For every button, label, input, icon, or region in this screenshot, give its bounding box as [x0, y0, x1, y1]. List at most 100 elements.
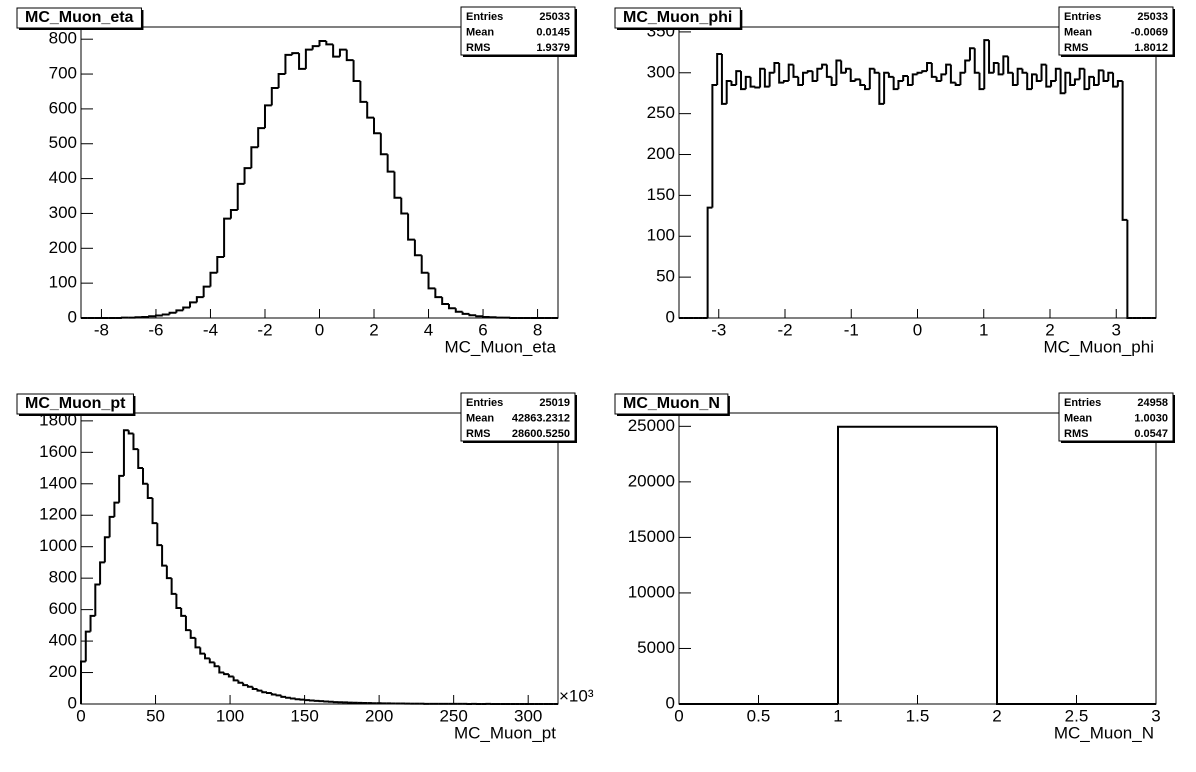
histogram-bin [318, 39, 327, 47]
histogram-bin [332, 44, 340, 58]
histogram-bin [768, 71, 775, 87]
x-tick-label: -2 [777, 320, 792, 339]
histogram-bin [892, 76, 899, 91]
histogram-bin [263, 104, 272, 129]
y-tick-label: 500 [49, 133, 77, 152]
histogram-bin [983, 39, 990, 90]
histogram-bin [266, 691, 272, 694]
stats-value: 1.8012 [1134, 42, 1168, 54]
histogram-bin [1083, 68, 1090, 91]
histogram-bin [311, 45, 320, 50]
histogram-bin [968, 47, 975, 61]
stats-value: 25033 [1137, 11, 1168, 23]
y-tick-label: 10000 [628, 582, 675, 601]
histogram-bin [1116, 79, 1123, 87]
histogram-bin [103, 536, 110, 563]
histogram-bin [400, 197, 409, 215]
histogram-bin [897, 79, 904, 90]
y-tick-label: 700 [49, 64, 77, 83]
x-tick-label: -3 [711, 320, 726, 339]
histogram-bin [716, 52, 722, 86]
histogram-bin [227, 674, 234, 678]
title-frame [614, 7, 741, 29]
x-tick-label: -4 [203, 320, 218, 339]
histogram-bin [199, 647, 206, 655]
histogram-bin [916, 71, 923, 75]
y-tick-label: 200 [49, 662, 77, 681]
y-tick-label: 100 [49, 273, 77, 292]
histogram-bin [816, 67, 823, 81]
histogram-bin [223, 217, 231, 258]
histogram-bin [202, 285, 211, 298]
x-tick-label: 1 [979, 320, 988, 339]
stats-box: Entries 24958 Mean 1.0030 RMS 0.0547 [1058, 392, 1175, 443]
histogram-bin [161, 545, 167, 567]
histogram-bin [1126, 219, 1133, 319]
histogram-bin [434, 288, 443, 299]
y-tick-label: 150 [647, 185, 675, 204]
histogram-bin [280, 695, 287, 698]
histogram-bin [461, 311, 470, 315]
histogram-bin [208, 658, 215, 664]
histogram-bin [749, 76, 756, 88]
histogram-bin [294, 698, 301, 701]
y-tick-label: 600 [49, 599, 77, 618]
histogram-bin [1011, 72, 1018, 87]
histogram-bin [1054, 67, 1061, 81]
stats-value: 0.0547 [1134, 428, 1168, 440]
chart-title: MC_Muon_eta [25, 9, 134, 26]
stats-box: Entries 25033 Mean 0.0145 RMS 1.9379 [460, 6, 577, 57]
histogram-bin [127, 430, 134, 435]
histogram-bin [257, 127, 265, 148]
y-tick-label: 800 [49, 29, 77, 48]
histogram-bin [209, 271, 218, 287]
x-tick-label: 3 [1112, 320, 1121, 339]
histogram-bin [454, 308, 463, 313]
histogram-bin [195, 296, 204, 303]
title-box: MC_Muon_phi [614, 7, 743, 30]
histogram-bin [427, 272, 436, 290]
x-tick-label: 3 [1151, 706, 1160, 725]
stats-label: Entries [1064, 11, 1101, 23]
x-axis-title: MC_Muon_pt [454, 723, 556, 742]
y-tick-label: 400 [49, 631, 77, 650]
title-box: MC_Muon_N [614, 393, 730, 416]
histogram-bin [118, 474, 124, 503]
histogram-bin [1088, 75, 1094, 90]
histogram-bin [840, 60, 846, 74]
histogram-bin [1002, 55, 1009, 75]
y-tick-label: 50 [656, 267, 675, 286]
stats-value: -0.0069 [1131, 26, 1168, 38]
histogram-bin [973, 48, 980, 74]
histogram-bin [825, 64, 832, 78]
y-tick-label: 300 [49, 203, 77, 222]
stats-label: Entries [1064, 397, 1101, 409]
histogram-bin [175, 309, 184, 313]
x-tick-label: -8 [94, 320, 109, 339]
stats-frame [460, 6, 576, 56]
histogram-bin [386, 154, 395, 173]
histogram-bin [997, 62, 1004, 76]
x-tick-label: 2 [369, 320, 378, 339]
histogram-bin [80, 660, 86, 704]
histogram-bin [1069, 72, 1075, 87]
histogram-bin [1021, 68, 1028, 74]
y-tick-label: 5000 [637, 638, 675, 657]
histogram-bin [250, 146, 259, 169]
histogram-bin [1050, 79, 1056, 87]
histogram-bin [122, 429, 129, 476]
histogram-bin [1035, 74, 1042, 82]
histogram-bin [108, 515, 115, 538]
x-tick-label: 0 [913, 320, 922, 339]
histogram-bin [792, 64, 799, 78]
title-frame [16, 7, 142, 29]
histogram-bin [275, 694, 282, 697]
histogram-bin [146, 483, 153, 499]
x-tick-label: 2 [1045, 320, 1054, 339]
y-tick-label: 20000 [628, 471, 675, 490]
histogram-bin [284, 53, 293, 75]
